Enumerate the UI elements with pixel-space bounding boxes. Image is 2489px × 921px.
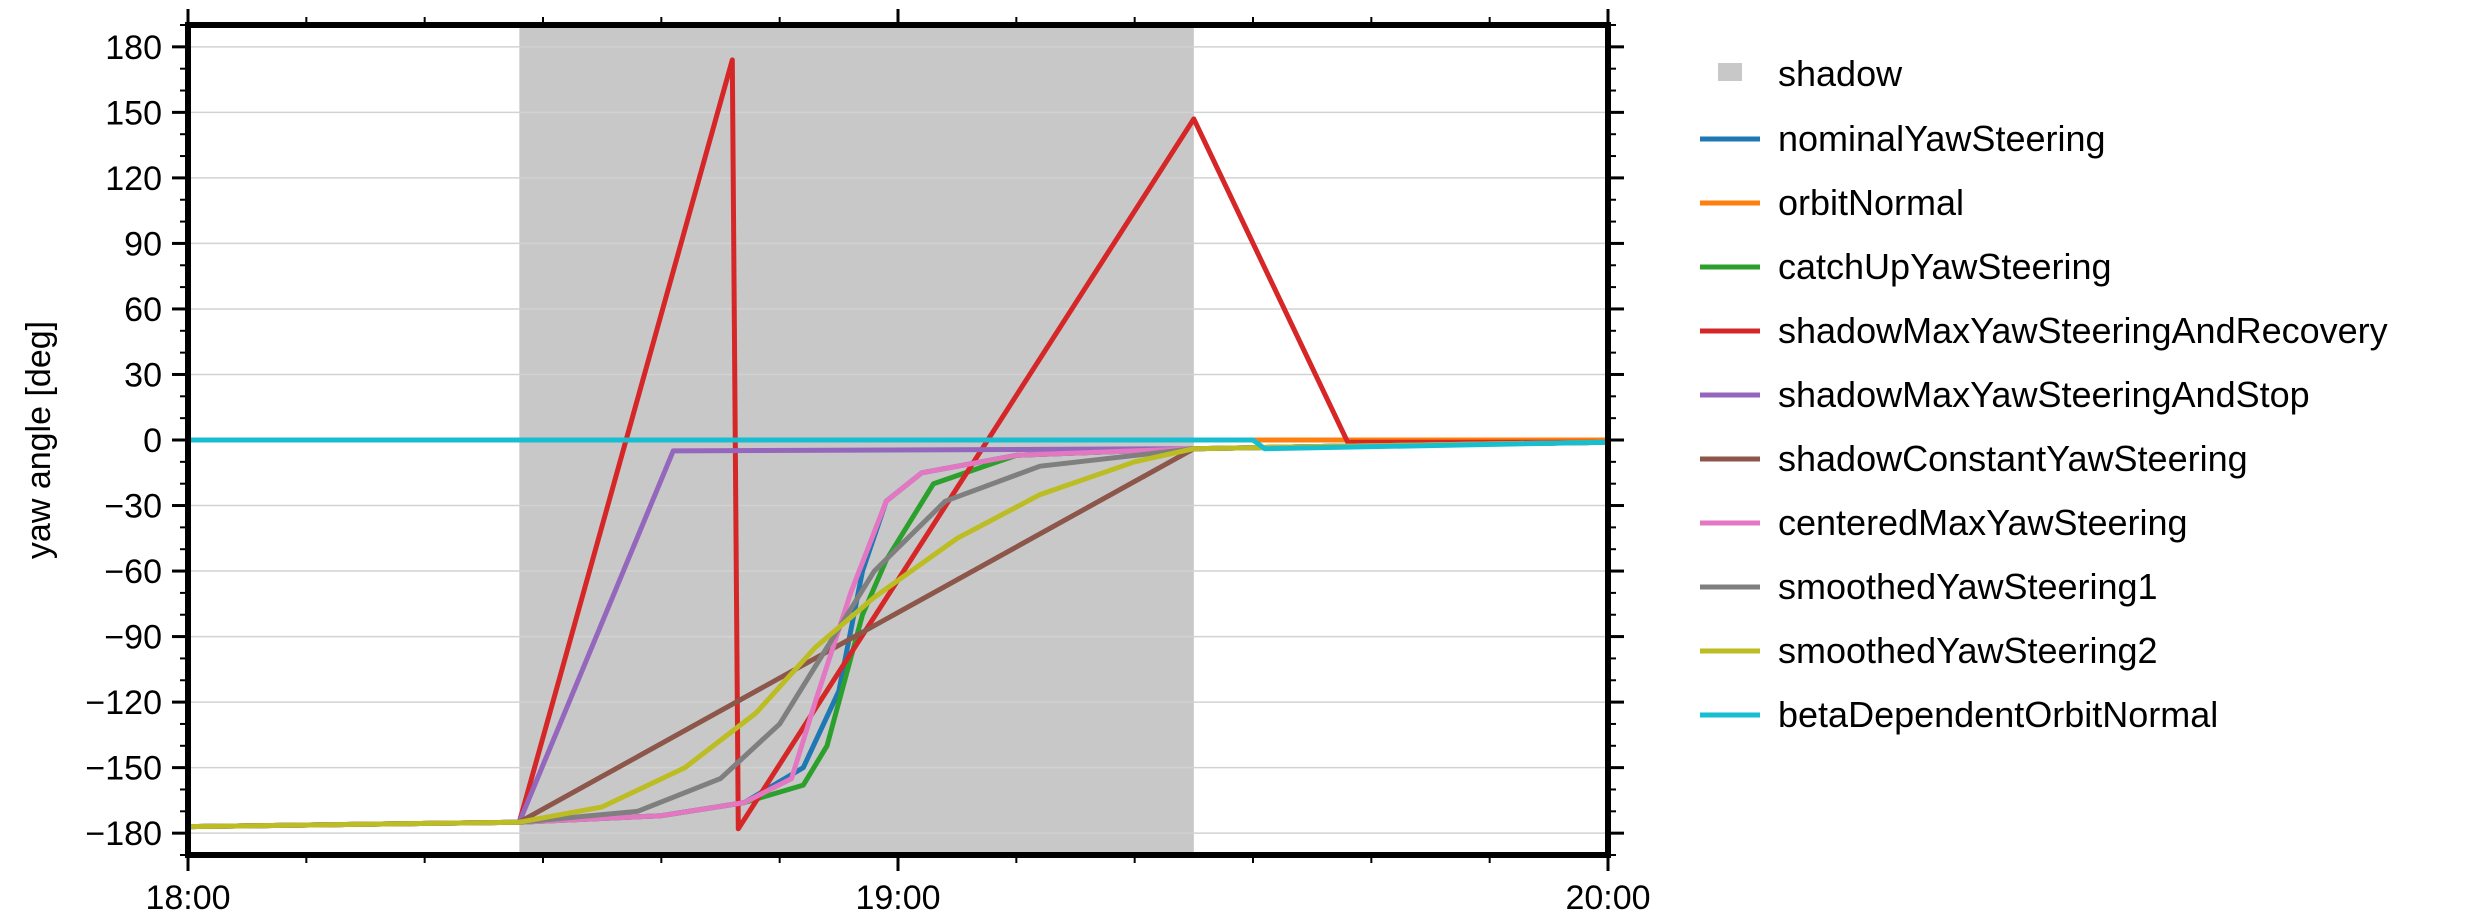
plot-frame bbox=[185, 22, 1611, 858]
legend-label-nominalYawSteering: nominalYawSteering bbox=[1778, 118, 2106, 159]
legend-label-orbitNormal: orbitNormal bbox=[1778, 182, 1964, 223]
legend-label-centeredMaxYawSteering: centeredMaxYawSteering bbox=[1778, 502, 2188, 543]
plot-area bbox=[172, 9, 1624, 871]
legend-label-betaDependentOrbitNormal: betaDependentOrbitNormal bbox=[1778, 694, 2218, 735]
y-tick-label: 0 bbox=[143, 422, 162, 460]
legend-label-catchUpYawSteering: catchUpYawSteering bbox=[1778, 246, 2112, 287]
legend-label-shadowConstantYawSteering: shadowConstantYawSteering bbox=[1778, 438, 2248, 479]
y-axis-label: yaw angle [deg] bbox=[20, 321, 58, 559]
legend-swatch-shadow bbox=[1718, 63, 1742, 81]
x-tick-label: 18:00 bbox=[145, 879, 230, 917]
y-tick-label: −180 bbox=[85, 815, 162, 853]
y-tick-label: 30 bbox=[124, 356, 162, 394]
series-line-smoothedYawSteering2 bbox=[187, 439, 1609, 830]
legend-label-shadowMaxYawSteeringAndStop: shadowMaxYawSteeringAndStop bbox=[1778, 374, 2310, 415]
y-tick-label: −30 bbox=[104, 488, 162, 526]
x-tick-label: 19:00 bbox=[855, 879, 940, 917]
y-tick-label: −150 bbox=[85, 750, 162, 788]
y-tick-label: 60 bbox=[124, 291, 162, 329]
y-tick-label: −60 bbox=[104, 553, 162, 591]
y-tick-label: 180 bbox=[105, 29, 162, 67]
y-tick-label: 150 bbox=[105, 94, 162, 132]
y-tick-label: 120 bbox=[105, 160, 162, 198]
y-tick-labels: 180 150 120 90 60 30 0 −30 −60 −90 −120 −150 −180 bbox=[85, 29, 162, 853]
y-tick-label: −90 bbox=[104, 619, 162, 657]
legend-label-smoothedYawSteering1: smoothedYawSteering1 bbox=[1778, 566, 2158, 607]
x-tick-label: 20:00 bbox=[1565, 879, 1650, 917]
legend-label-shadow: shadow bbox=[1778, 53, 1903, 94]
y-tick-label: −120 bbox=[85, 684, 162, 722]
legend: shadow nominalYawSteering orbitNormal catch… bbox=[1700, 53, 2388, 735]
series-lines bbox=[187, 57, 1609, 832]
legend-label-smoothedYawSteering2: smoothedYawSteering2 bbox=[1778, 630, 2158, 671]
y-tick-label: 90 bbox=[124, 225, 162, 263]
legend-label-shadowMaxYawSteeringAndRecovery: shadowMaxYawSteeringAndRecovery bbox=[1778, 310, 2388, 351]
series-line-betaDependentOrbitNormal bbox=[188, 437, 1609, 452]
x-tick-labels: 18:00 19:00 20:00 bbox=[145, 879, 1650, 917]
